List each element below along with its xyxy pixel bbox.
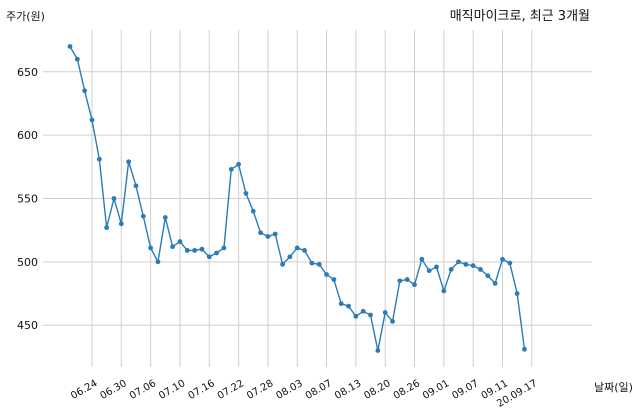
y-tick-labels: 450 500 550 600 650 — [17, 66, 38, 332]
x-tick-label: 07.22 — [216, 378, 246, 402]
x-tick-labels: 06.24 06.30 07.06 07.10 07.16 07.22 07.28 08.03… — [69, 378, 539, 410]
data-point — [294, 245, 300, 251]
x-tick-label: 08.20 — [362, 378, 392, 402]
data-point — [507, 260, 513, 266]
x-tick-label: 07.10 — [157, 378, 187, 402]
data-point — [221, 245, 227, 251]
data-point — [258, 230, 263, 236]
y-tick-label: 650 — [17, 66, 38, 79]
data-point — [470, 263, 476, 269]
x-tick-label: 07.06 — [128, 378, 158, 402]
data-point — [397, 278, 403, 284]
x-axis-label: 날짜(일) — [594, 380, 633, 394]
data-point — [338, 301, 344, 307]
data-point — [492, 280, 498, 286]
data-point — [89, 117, 95, 123]
data-point — [96, 156, 102, 162]
y-tick-label: 600 — [17, 129, 38, 142]
data-point — [456, 259, 461, 265]
data-point — [522, 346, 527, 352]
x-tick-label: 08.07 — [304, 378, 334, 402]
data-point — [206, 254, 212, 260]
data-point — [412, 282, 417, 288]
data-point — [111, 196, 117, 201]
data-point — [309, 260, 315, 266]
data-point — [353, 313, 359, 319]
grid-lines — [43, 30, 592, 367]
data-point — [331, 277, 337, 282]
data-point — [228, 166, 234, 172]
data-point — [478, 267, 483, 272]
x-tick-label: 09.01 — [421, 378, 451, 402]
y-axis-label: 주가(원) — [6, 10, 45, 23]
data-point — [140, 213, 146, 219]
y-tick-label: 500 — [17, 256, 38, 269]
x-tick-label: 07.28 — [245, 378, 275, 402]
data-point — [434, 264, 439, 270]
data-point — [236, 161, 241, 167]
data-point — [243, 191, 249, 196]
data-point — [104, 225, 110, 231]
y-tick-label: 550 — [17, 193, 38, 206]
data-point — [280, 261, 285, 267]
data-point — [382, 310, 388, 315]
data-point — [170, 244, 176, 250]
data-point — [448, 267, 454, 272]
data-point — [192, 248, 198, 253]
x-tick-label: 08.13 — [333, 378, 363, 402]
data-point — [177, 239, 183, 244]
data-point — [324, 272, 329, 277]
data-point — [441, 288, 447, 294]
x-tick-label: 06.30 — [99, 378, 129, 402]
data-point — [155, 259, 161, 265]
data-point — [148, 245, 154, 251]
data-point — [390, 318, 395, 324]
data-point — [368, 312, 373, 318]
data-point — [199, 246, 205, 252]
data-point — [265, 234, 271, 239]
data-point — [500, 256, 505, 262]
data-point — [272, 231, 278, 237]
data-point — [375, 348, 381, 353]
data-point — [250, 208, 256, 214]
data-point — [419, 256, 425, 262]
data-point — [404, 277, 410, 282]
data-point — [74, 56, 80, 62]
data-point — [360, 308, 366, 314]
data-point — [162, 215, 168, 220]
data-point — [214, 250, 220, 256]
x-tick-label: 07.16 — [186, 378, 216, 402]
chart-title: 매직마이크로, 최근 3개월 — [450, 9, 590, 24]
data-point — [514, 291, 520, 296]
data-point — [346, 303, 351, 309]
x-tick-label: 08.03 — [274, 378, 304, 402]
x-tick-label: 06.24 — [69, 378, 99, 402]
data-point — [82, 88, 88, 94]
data-point — [118, 221, 124, 227]
data-point — [485, 273, 491, 279]
data-point — [316, 261, 322, 267]
x-tick-label: 08.26 — [392, 378, 422, 402]
price-series — [67, 44, 527, 353]
data-point — [126, 159, 132, 165]
data-point — [133, 183, 139, 189]
data-point — [67, 44, 73, 49]
y-tick-label: 450 — [17, 319, 38, 332]
data-point — [426, 268, 432, 274]
data-point — [287, 254, 293, 260]
data-point — [463, 261, 469, 267]
data-point — [184, 248, 190, 253]
data-point — [302, 248, 307, 253]
x-tick-label: 09.07 — [450, 378, 480, 402]
